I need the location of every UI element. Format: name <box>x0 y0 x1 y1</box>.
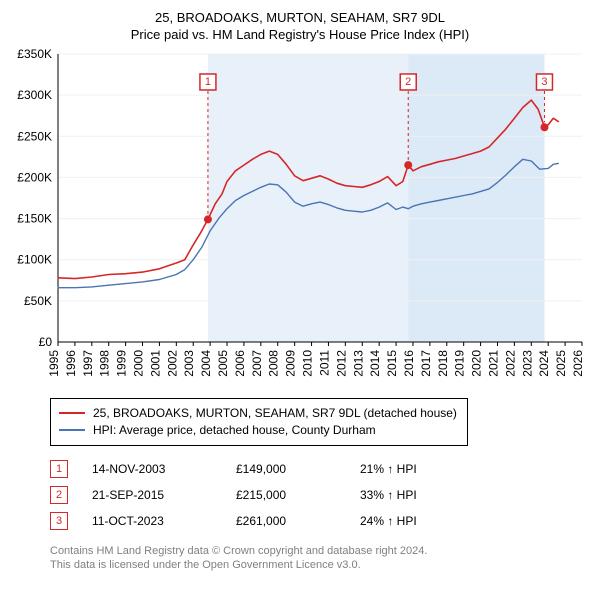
x-tick-label: 2021 <box>486 350 500 377</box>
x-tick-label: 2020 <box>470 350 484 377</box>
chart-card: 25, BROADOAKS, MURTON, SEAHAM, SR7 9DL P… <box>0 0 600 580</box>
sale-marker-box: 1 <box>50 460 68 478</box>
x-tick-label: 2003 <box>182 350 196 377</box>
legend-swatch <box>59 412 85 414</box>
chart: £0 £50K £100K £150K £200K £250K £300K £350K 1995… <box>10 48 590 388</box>
y-tick-label: £250K <box>17 129 52 143</box>
x-tick-label: 2024 <box>537 350 551 377</box>
x-tick-label: 2026 <box>571 350 585 377</box>
chart-svg: £0 £50K £100K £150K £200K £250K £300K £350K 1995… <box>10 48 590 388</box>
sale-date: 14-NOV-2003 <box>92 462 212 476</box>
x-tick-label: 2005 <box>216 350 230 377</box>
sale-price: £261,000 <box>236 514 336 528</box>
marker-number: 2 <box>405 76 411 88</box>
x-tick-label: 1997 <box>81 350 95 377</box>
sale-date: 21-SEP-2015 <box>92 488 212 502</box>
x-tick-label: 2009 <box>284 350 298 377</box>
marker-number: 1 <box>205 76 211 88</box>
title-line-1: 25, BROADOAKS, MURTON, SEAHAM, SR7 9DL <box>10 10 590 25</box>
x-tick-label: 2022 <box>503 350 517 377</box>
footnote-line-1: Contains HM Land Registry data © Crown c… <box>50 544 590 558</box>
x-tick-label: 2017 <box>419 350 433 377</box>
x-tick-label: 2001 <box>148 350 162 377</box>
sale-marker-box: 2 <box>50 486 68 504</box>
x-tick-label: 2008 <box>267 350 281 377</box>
y-tick-label: £100K <box>17 253 52 267</box>
y-tick-label: £0 <box>39 335 53 349</box>
legend: 25, BROADOAKS, MURTON, SEAHAM, SR7 9DL (… <box>50 398 468 446</box>
x-tick-label: 2012 <box>334 350 348 377</box>
legend-row: 25, BROADOAKS, MURTON, SEAHAM, SR7 9DL (… <box>59 405 459 422</box>
y-tick-label: £300K <box>17 88 52 102</box>
x-tick-label: 2018 <box>436 350 450 377</box>
y-tick-label: £200K <box>17 170 52 184</box>
sale-dot <box>540 123 548 131</box>
legend-label: 25, BROADOAKS, MURTON, SEAHAM, SR7 9DL (… <box>93 405 457 422</box>
x-tick-label: 2014 <box>368 350 382 377</box>
footnote: Contains HM Land Registry data © Crown c… <box>50 544 590 573</box>
x-tick-label: 1998 <box>98 350 112 377</box>
sale-row: 3 11-OCT-2023 £261,000 24% ↑ HPI <box>50 508 590 534</box>
x-tick-label: 2006 <box>233 350 247 377</box>
shaded-band <box>208 54 408 342</box>
x-tick-label: 2011 <box>317 350 331 376</box>
y-tick-label: £150K <box>17 212 52 226</box>
sale-price: £149,000 <box>236 462 336 476</box>
x-tick-label: 2013 <box>351 350 365 377</box>
sale-dot <box>404 161 412 169</box>
x-tick-label: 2004 <box>199 350 213 377</box>
x-tick-label: 2016 <box>402 350 416 377</box>
x-tick-label: 2002 <box>165 350 179 377</box>
x-tick-label: 2015 <box>385 350 399 377</box>
legend-swatch <box>59 429 85 431</box>
y-tick-label: £50K <box>24 294 52 308</box>
sale-marker-box: 3 <box>50 512 68 530</box>
sales-table: 1 14-NOV-2003 £149,000 21% ↑ HPI 2 21-SEP-201… <box>50 456 590 534</box>
sale-dot <box>204 215 212 223</box>
legend-label: HPI: Average price, detached house, Coun… <box>93 422 376 439</box>
sale-pct-vs-hpi: 24% ↑ HPI <box>360 514 417 528</box>
legend-row: HPI: Average price, detached house, Coun… <box>59 422 459 439</box>
title-line-2: Price paid vs. HM Land Registry's House … <box>10 27 590 42</box>
sale-pct-vs-hpi: 21% ↑ HPI <box>360 462 417 476</box>
x-tick-label: 1999 <box>115 350 129 377</box>
sale-row: 1 14-NOV-2003 £149,000 21% ↑ HPI <box>50 456 590 482</box>
sale-price: £215,000 <box>236 488 336 502</box>
x-tick-label: 2019 <box>453 350 467 377</box>
x-tick-label: 2023 <box>520 350 534 377</box>
sale-row: 2 21-SEP-2015 £215,000 33% ↑ HPI <box>50 482 590 508</box>
marker-number: 3 <box>541 76 547 88</box>
footnote-line-2: This data is licensed under the Open Gov… <box>50 558 590 572</box>
x-tick-label: 2025 <box>554 350 568 377</box>
x-tick-label: 2000 <box>132 350 146 377</box>
sale-date: 11-OCT-2023 <box>92 514 212 528</box>
y-tick-label: £350K <box>17 48 52 61</box>
x-tick-label: 1996 <box>64 350 78 377</box>
sale-pct-vs-hpi: 33% ↑ HPI <box>360 488 417 502</box>
x-tick-label: 2010 <box>301 350 315 377</box>
shaded-band <box>408 54 544 342</box>
x-tick-label: 2007 <box>250 350 264 377</box>
x-tick-label: 1995 <box>47 350 61 377</box>
